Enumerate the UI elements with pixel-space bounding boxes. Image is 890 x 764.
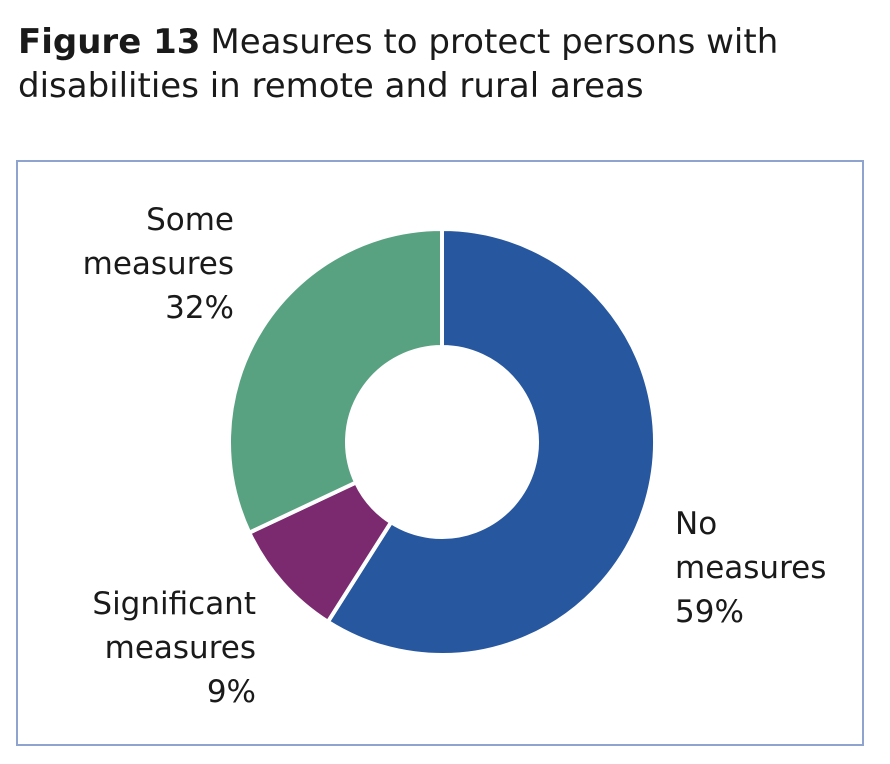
figure-number: Figure 13 xyxy=(18,22,201,62)
donut-chart xyxy=(227,226,657,657)
donut-slice-some-measures xyxy=(227,226,444,536)
slice-label-line: measures xyxy=(675,550,827,586)
slice-label-line: measures xyxy=(82,246,234,282)
slice-label-line: Some xyxy=(146,202,234,238)
figure-title-text: Measures to protect persons with disabil… xyxy=(18,22,779,106)
slice-label-significant-measures: Significant measures 9% xyxy=(92,582,256,714)
slice-label-line: No xyxy=(675,506,718,542)
slice-value-label: 59% xyxy=(675,594,744,630)
slice-label-some-measures: Some measures 32% xyxy=(83,198,234,330)
figure-title: Figure 13 Measures to protect persons wit… xyxy=(18,20,878,108)
slice-label-line: Significant xyxy=(92,586,256,622)
slice-label-no-measures: No measures 59% xyxy=(675,502,826,634)
donut-slice-no-measures xyxy=(325,226,657,657)
slice-value-label: 9% xyxy=(206,674,256,710)
slice-label-line: measures xyxy=(104,630,256,666)
slice-value-label: 32% xyxy=(165,290,234,326)
chart-frame: No measures 59% Significant measures 9% … xyxy=(16,160,864,746)
